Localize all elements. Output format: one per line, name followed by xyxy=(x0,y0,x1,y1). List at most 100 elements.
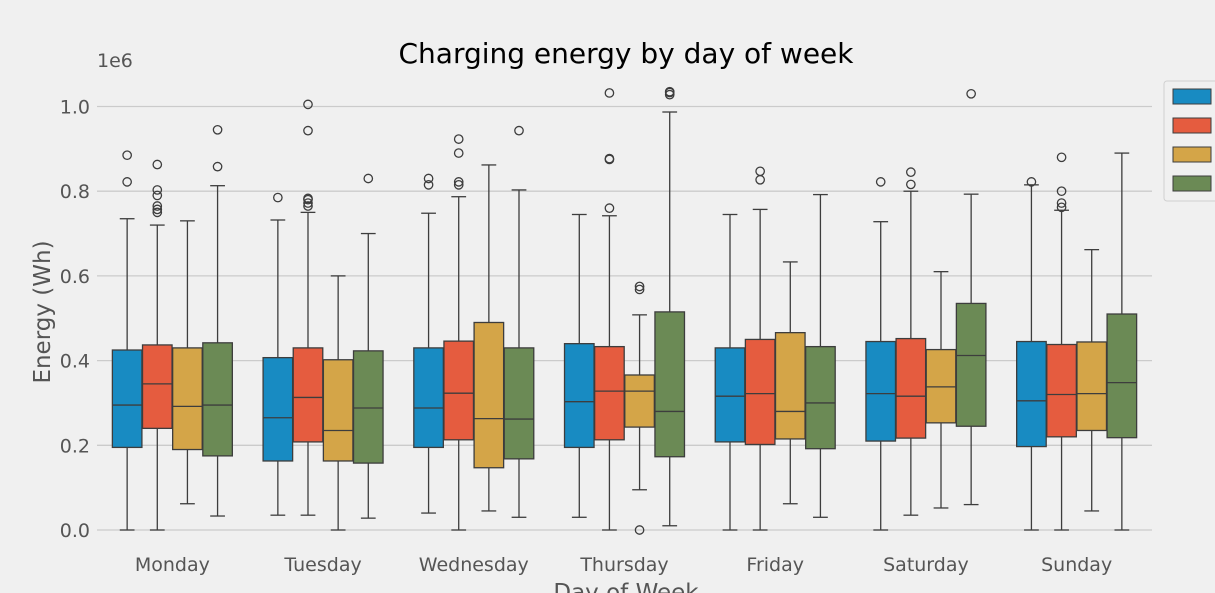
box-body xyxy=(774,331,806,440)
outlier-point xyxy=(363,173,374,184)
box-tuesday-2 xyxy=(322,275,354,531)
outlier-point xyxy=(303,125,313,136)
x-tick-label: Wednesday xyxy=(419,554,529,576)
box-body xyxy=(352,350,384,464)
outlier-point xyxy=(122,150,132,161)
box-monday-0 xyxy=(111,150,143,531)
box-body xyxy=(503,347,535,460)
outlier-point xyxy=(1056,186,1067,197)
grid xyxy=(97,105,1152,531)
box-friday-3 xyxy=(805,193,836,518)
outlier-point xyxy=(303,193,313,204)
box-body xyxy=(624,374,655,428)
outlier-point xyxy=(906,179,916,190)
box-body xyxy=(865,340,897,442)
box-saturday-0 xyxy=(865,177,897,531)
box-body xyxy=(805,345,836,450)
box-wednesday-2 xyxy=(473,164,505,512)
x-tick-label: Thursday xyxy=(579,554,668,576)
y-tick-label: 0.2 xyxy=(60,435,90,457)
box-body xyxy=(1106,313,1138,439)
outlier-point xyxy=(1056,198,1067,208)
box-body xyxy=(413,347,444,449)
y-axis-label: Energy (Wh) xyxy=(30,240,56,383)
outlier-point xyxy=(423,179,434,190)
box-tuesday-1 xyxy=(292,99,324,516)
legend-frame xyxy=(1163,80,1215,202)
outlier-point xyxy=(152,201,163,211)
box-body xyxy=(1076,341,1108,432)
outlier-point xyxy=(152,204,163,215)
x-tick-label: Monday xyxy=(135,554,210,576)
box-friday-2 xyxy=(774,261,806,505)
y-tick-label: 1.0 xyxy=(60,97,90,119)
box-wednesday-1 xyxy=(443,134,475,531)
outlier-point xyxy=(453,179,464,190)
outlier-point xyxy=(604,88,615,98)
box-body xyxy=(292,347,324,443)
box-thursday-1 xyxy=(594,88,625,531)
x-tick-labels: Monday Tuesday Wednesday Thursday Friday Satu… xyxy=(135,554,1112,576)
box-body xyxy=(473,321,505,469)
legend xyxy=(1163,80,1215,202)
box-body xyxy=(955,302,987,427)
box-body xyxy=(563,343,595,449)
box-body xyxy=(895,337,927,439)
outlier-point xyxy=(875,177,886,187)
outlier-point xyxy=(755,166,765,177)
outlier-point xyxy=(212,124,223,135)
legend-swatch xyxy=(1172,146,1212,163)
outlier-point xyxy=(273,192,283,203)
box-body xyxy=(443,340,475,441)
y-offset-label: 1e6 xyxy=(97,50,133,72)
box-thursday-0 xyxy=(563,213,595,518)
box-friday-0 xyxy=(714,213,746,531)
outlier-point xyxy=(634,284,645,295)
x-axis-label: Day of Week xyxy=(553,580,699,593)
box-saturday-1 xyxy=(895,167,927,516)
outlier-point xyxy=(453,177,464,187)
outlier-point xyxy=(152,207,163,218)
outlier-point xyxy=(303,99,313,110)
box-tuesday-0 xyxy=(262,192,294,516)
box-body xyxy=(594,345,625,441)
outlier-point xyxy=(966,88,976,99)
box-body xyxy=(262,356,294,462)
outlier-point xyxy=(514,125,524,136)
outlier-point xyxy=(664,86,675,97)
box-sunday-1 xyxy=(1046,152,1077,531)
box-body xyxy=(744,338,776,446)
x-tick-label: Saturday xyxy=(883,554,969,576)
y-tick-label: 0.4 xyxy=(60,351,90,373)
box-sunday-0 xyxy=(1016,177,1047,531)
box-body xyxy=(322,359,354,462)
y-tick-label: 0.6 xyxy=(60,266,90,288)
box-body xyxy=(1016,340,1047,448)
box-tuesday-3 xyxy=(352,173,384,519)
outlier-point xyxy=(122,177,132,187)
box-thursday-3 xyxy=(654,86,686,527)
outlier-point xyxy=(604,203,615,213)
box-wednesday-0 xyxy=(413,173,444,514)
outlier-point xyxy=(634,281,645,292)
box-body xyxy=(714,347,746,443)
outlier-point xyxy=(1026,177,1037,187)
legend-swatch xyxy=(1172,88,1212,105)
outlier-point xyxy=(634,525,645,535)
box-body xyxy=(111,349,143,449)
outlier-point xyxy=(152,159,163,170)
outlier-point xyxy=(212,161,223,172)
outlier-point xyxy=(453,134,464,144)
x-tick-label: Tuesday xyxy=(283,554,361,576)
outlier-point xyxy=(755,174,765,185)
chart-title: Charging energy by day of week xyxy=(398,37,854,70)
outlier-point xyxy=(303,198,313,208)
box-sunday-3 xyxy=(1106,152,1138,531)
x-tick-label: Sunday xyxy=(1041,554,1112,576)
outlier-point xyxy=(1056,202,1067,213)
box-friday-1 xyxy=(744,166,776,531)
y-tick-labels: 0.0 0.2 0.4 0.6 0.8 1.0 xyxy=(60,97,90,543)
outlier-point xyxy=(453,148,464,158)
box-saturday-2 xyxy=(925,271,957,509)
